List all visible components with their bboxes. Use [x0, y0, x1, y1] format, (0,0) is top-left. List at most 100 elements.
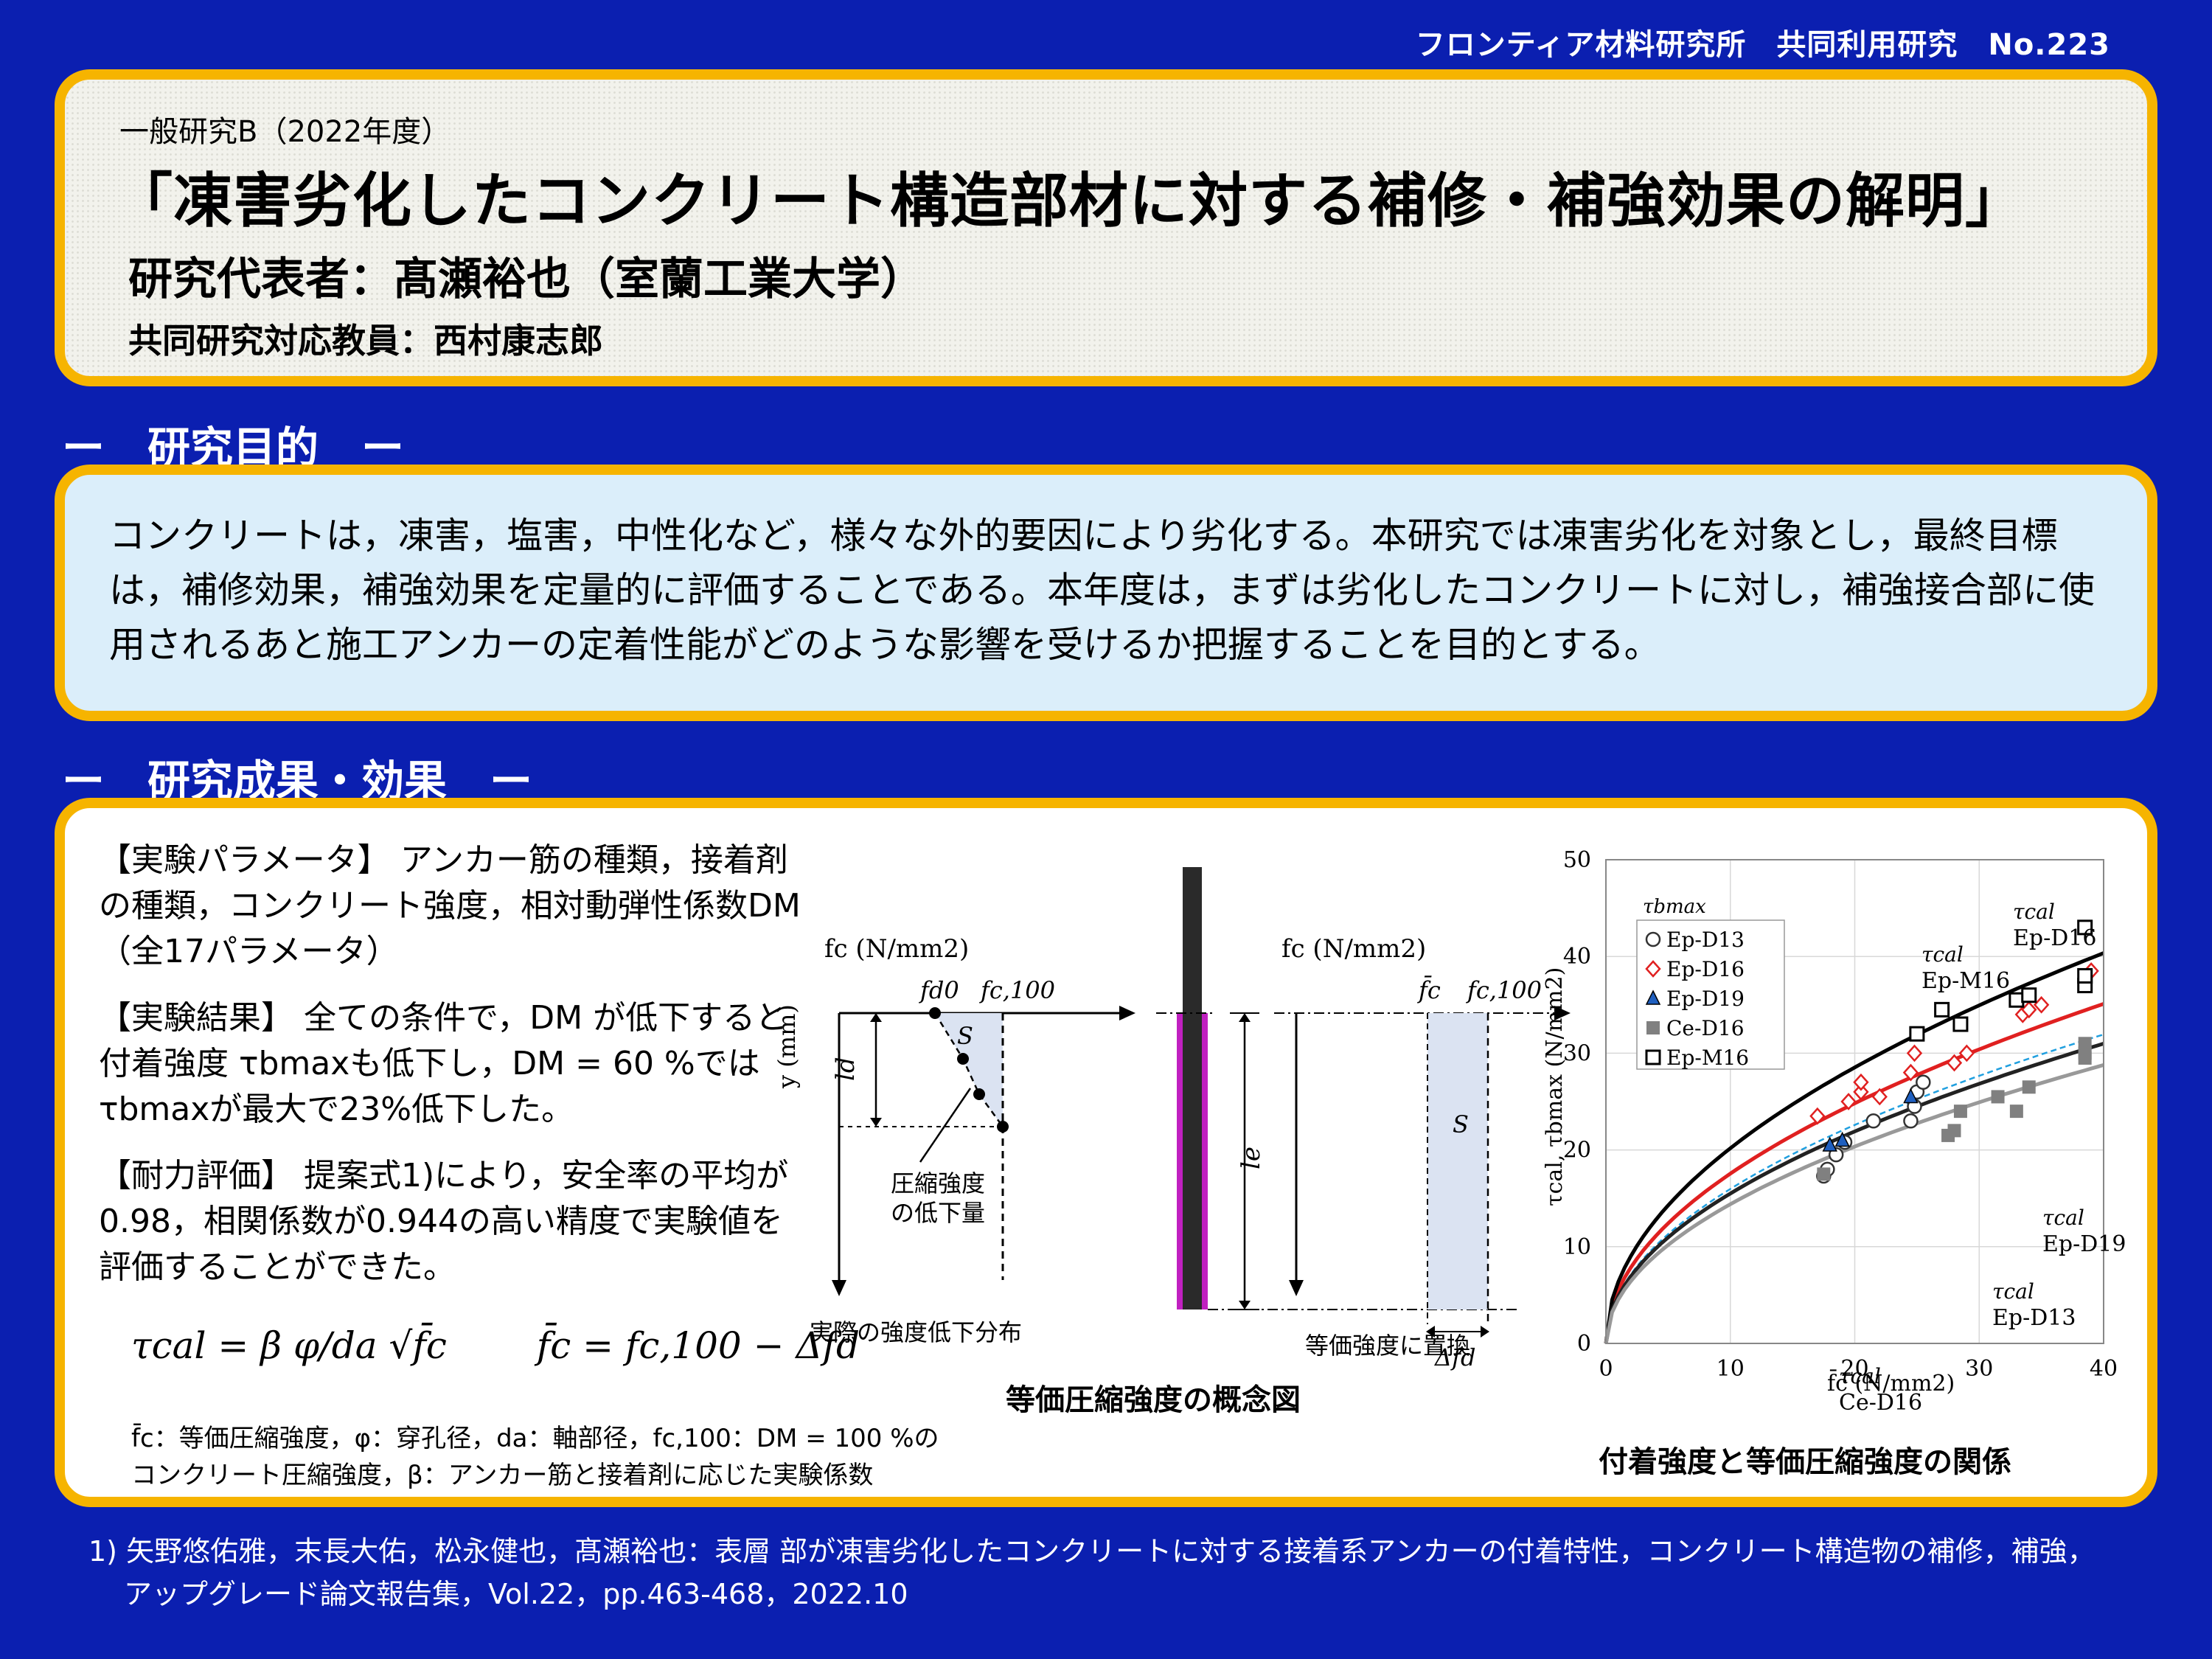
fd0-label: fd0 [919, 976, 959, 1004]
curve-annotation-label: Ep-M16 [1921, 968, 2010, 994]
data-point [2009, 1105, 2023, 1119]
data-point [1991, 1090, 2005, 1104]
formula-row: τcal = β φ/da √f̄c f̄c = fc,100 − Δfd [131, 1324, 860, 1367]
legend-marker [1646, 1021, 1660, 1034]
y-tick-label: 20 [1563, 1138, 1591, 1164]
strength-evaluation: 【耐力評価】 提案式1)により，安全率の平均が0.98，相関係数が0.944の高… [99, 1153, 807, 1290]
data-point [1865, 1113, 1882, 1129]
results-panel: 【実験パラメータ】 アンカー筋の種類，接着剤の種類，コンクリート強度，相対動弾性… [55, 798, 2157, 1507]
right-y-arrow [1289, 1280, 1304, 1296]
ld-label: ld [831, 1057, 860, 1081]
strength-curve [933, 1012, 1004, 1127]
x-tick-label: 0 [1599, 1356, 1613, 1382]
results-text-column: 【実験パラメータ】 アンカー筋の種類，接着剤の種類，コンクリート強度，相対動弾性… [99, 838, 807, 1311]
right-axis-label: fc (N/mm2) [1281, 934, 1426, 964]
purpose-text: コンクリートは，凍害，塩害，中性化など，様々な外的要因により劣化する。本研究では… [109, 515, 2096, 666]
exp-heading: 【実験結果】 [99, 999, 293, 1037]
formula-tau-cal: τcal = β φ/da √f̄c [131, 1324, 447, 1367]
legend-label: Ep-D19 [1666, 987, 1745, 1011]
x-tick-label: 30 [1965, 1356, 1993, 1382]
reference-line-2: アップグレード論文報告集，Vol.22，pp.463-468，2022.10 [124, 1578, 908, 1610]
curve-annotation-symbol: τcal [2042, 1206, 2084, 1230]
formula-note-2: コンクリート圧縮強度，β：アンカー筋と接着剤に応じた実験係数 [131, 1461, 874, 1490]
data-point [1809, 1107, 1826, 1125]
legend-marker [1645, 960, 1661, 978]
area-label-s: S [957, 1022, 973, 1050]
chart-legend: τbmax Ep-D13 Ep-D16 Ep-D19 Ce-D16 Ep-M16 [1636, 896, 1785, 1070]
data-point [2008, 992, 2025, 1008]
leader-line [919, 1088, 972, 1163]
diagram-title: 等価圧縮強度の概念図 [1006, 1383, 1301, 1417]
curve-annotation-symbol: τcal [1839, 1364, 1881, 1388]
curve-annotation-label: Ep-D19 [2042, 1231, 2126, 1257]
legend-marker [1645, 1049, 1661, 1065]
curve-annotation-symbol: τcal [1992, 1279, 2034, 1304]
ld-arrow-up [870, 1013, 882, 1022]
formula-note-1: f̄c：等価圧縮強度，φ：穿孔径，da：軸部径，fc,100：DM = 100 … [131, 1424, 939, 1453]
eval-heading: 【耐力評価】 [99, 1157, 293, 1194]
fc100b-label: fc,100 [1466, 976, 1542, 1004]
le-arrow-down [1239, 1301, 1251, 1310]
y-tick-label: 0 [1577, 1331, 1591, 1357]
legend-marker [1645, 990, 1661, 1005]
data-point [2033, 995, 2050, 1014]
data-point [1934, 1001, 1950, 1018]
faculty-contact: 共同研究対応教員：西村康志郎 [128, 321, 603, 361]
data-point [2022, 1080, 2036, 1094]
right-x-arrow [1554, 1006, 1571, 1020]
data-point [1952, 1016, 1969, 1032]
data-point [1822, 1136, 1837, 1152]
right-shaded-area [1427, 1013, 1488, 1310]
tau-cal-curve [1604, 1033, 2104, 1344]
y-tick-label: 40 [1563, 944, 1591, 970]
reduction-label-2: の低下量 [891, 1199, 985, 1227]
header-label: フロンティア材料研究所 共同利用研究 No.223 [1415, 28, 2110, 62]
reference-line-1: 1) 矢野悠佑雅，末長大佑，松永健也，髙瀬裕也：表層 部が凍害劣化したコンクリー… [88, 1535, 2096, 1568]
section-heading-results: ー 研究成果・効果 ー [62, 756, 533, 806]
data-point [1947, 1124, 1961, 1138]
x-tick-label: 40 [2090, 1356, 2118, 1382]
left-caption: 実際の強度低下分布 [810, 1318, 1022, 1346]
curve-annotation-label: Ce-D16 [1839, 1390, 1922, 1416]
legend-label: Ce-D16 [1666, 1016, 1745, 1040]
anchor-bar [1183, 867, 1202, 1310]
research-title: 「凍害劣化したコンクリート構造部材に対する補修・補強効果の解明」 [114, 167, 2025, 235]
concept-diagram: fc (N/mm2) fd0 fc,100 y (mm) ld S 圧縮強度 の… [773, 867, 1571, 1417]
ld-arrow-down [870, 1118, 882, 1127]
left-axis-label: fc (N/mm2) [824, 934, 969, 964]
dfd-arrow-right [1481, 1326, 1489, 1338]
data-point [1903, 1113, 1919, 1129]
y-tick-label: 50 [1563, 847, 1591, 873]
left-x-arrow [1119, 1006, 1135, 1020]
data-point [2078, 1037, 2092, 1051]
title-panel: 一般研究B（2022年度） 「凍害劣化したコンクリート構造部材に対する補修・補強… [55, 69, 2157, 386]
le-label: le [1237, 1147, 1266, 1169]
x-axis-label: f̄c (N/mm2) [1827, 1368, 1955, 1397]
curve-annotation-label: Ep-D16 [2013, 925, 2096, 951]
reduction-label-1: 圧縮強度 [891, 1169, 985, 1197]
fc100-label: fc,100 [979, 976, 1055, 1004]
formula-notes: f̄c：等価圧縮強度，φ：穿孔径，da：軸部径，fc,100：DM = 100 … [131, 1420, 1090, 1494]
exp-text: 全ての条件で，DM が低下すると付着強度 τbmaxも低下し，DM = 60 %… [99, 999, 788, 1128]
adhesive-left [1177, 1013, 1183, 1310]
curve-point [957, 1053, 969, 1065]
experiment-parameters: 【実験パラメータ】 アンカー筋の種類，接着剤の種類，コンクリート強度，相対動弾性… [99, 838, 807, 975]
curve-annotation-label: Ep-D13 [1992, 1305, 2076, 1331]
data-point [1853, 1083, 1869, 1101]
area-label-s2: S [1453, 1110, 1469, 1138]
data-point [2021, 1001, 2037, 1019]
data-point [1902, 1063, 1919, 1082]
plot-frame [1605, 859, 2104, 1344]
curve-point [973, 1088, 985, 1100]
chart-title: 付着強度と等価圧縮強度の関係 [1599, 1445, 2011, 1479]
eval-text: 提案式1)により，安全率の平均が0.98，相関係数が0.944の高い精度で実験値… [99, 1157, 789, 1286]
legend-title: τbmax [1643, 896, 1706, 918]
param-heading: 【実験パラメータ】 [99, 841, 390, 879]
x-tick-label: 20 [1840, 1356, 1868, 1382]
formula-fc-bar: f̄c = fc,100 − Δfd [536, 1324, 860, 1367]
data-point [1946, 1054, 1963, 1072]
legend-box [1636, 919, 1785, 1070]
data-point [2077, 919, 2093, 936]
legend-label: Ep-M16 [1666, 1046, 1749, 1070]
data-point [1903, 1088, 1919, 1104]
